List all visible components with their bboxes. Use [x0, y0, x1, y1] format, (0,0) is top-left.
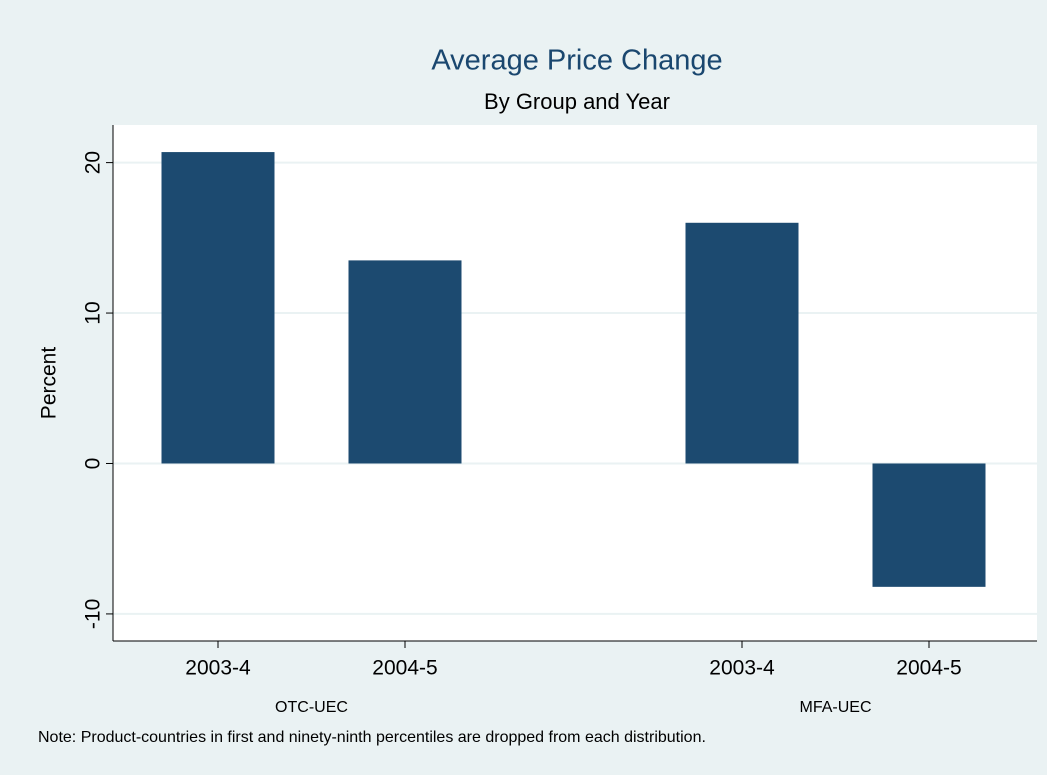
- bar: [161, 152, 275, 464]
- x-tick-label: 2004-5: [896, 657, 961, 680]
- note: Note: Product-countries in first and nin…: [38, 729, 706, 746]
- bar: [348, 260, 462, 464]
- bar: [872, 463, 986, 587]
- chart-title: Average Price Change: [431, 45, 722, 77]
- y-tick-label: -10: [82, 599, 105, 629]
- chart-subtitle: By Group and Year: [484, 89, 670, 114]
- x-tick-label: 2004-5: [372, 657, 437, 680]
- y-tick-label: 20: [82, 151, 105, 174]
- x-tick-label: 2003-4: [709, 657, 775, 680]
- y-tick-label: 0: [82, 458, 105, 470]
- group-label: OTC-UEC: [275, 699, 348, 716]
- x-tick-label: 2003-4: [185, 657, 251, 680]
- group-label: MFA-UEC: [800, 699, 872, 716]
- y-tick-label: 10: [82, 301, 105, 324]
- y-axis-label: Percent: [38, 347, 61, 420]
- bar: [685, 222, 799, 464]
